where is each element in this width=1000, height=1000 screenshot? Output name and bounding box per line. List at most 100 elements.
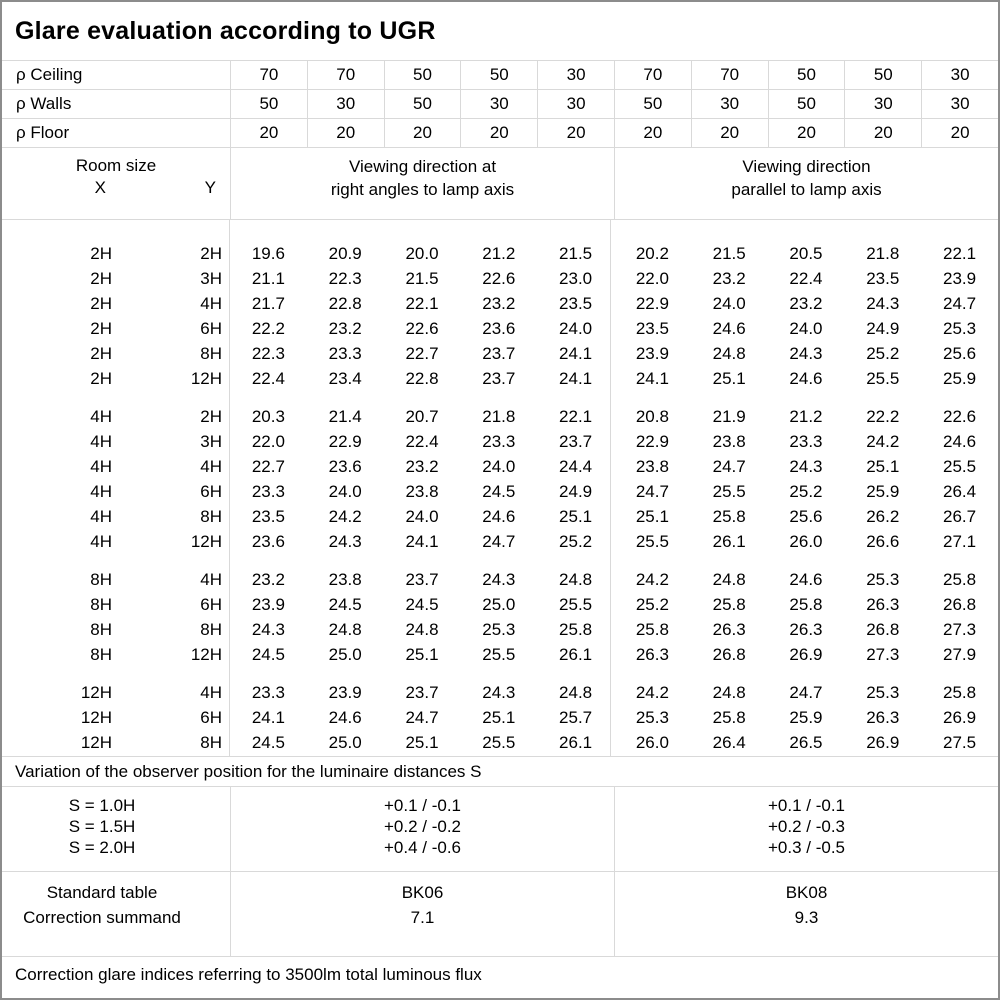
- room-x-value: 8H: [90, 620, 112, 639]
- ugr-value: 24.3: [789, 457, 823, 476]
- observer-variation-section: S = 1.0H S = 1.5H S = 2.0H +0.1 / -0.1 +0.2…: [2, 787, 998, 872]
- rho-floor-row: ρ Floor 20 20 20 20 20 20 20 20 20 20: [2, 119, 998, 148]
- standard-table-label: Standard table: [46, 883, 158, 902]
- ugr-value: 25.5: [635, 532, 669, 551]
- ugr-value: 24.1: [635, 369, 669, 388]
- ugr-value: 23.2: [712, 269, 746, 288]
- ugr-value: 23.5: [559, 294, 593, 313]
- ugr-row-4H-2H: 4H 2H 20.3 21.4 20.7 21.8 22.1 20.8 21.9 21.2 22.2…: [2, 404, 998, 429]
- room-y-value: 8H: [200, 620, 222, 639]
- ugr-value: 20.9: [328, 244, 362, 263]
- ugr-value: 25.8: [943, 683, 977, 702]
- ugr-value: 20.7: [405, 407, 439, 426]
- ugr-value: 22.3: [328, 269, 362, 288]
- s-distance-label: S = 1.5H: [68, 817, 136, 836]
- reflectance-value: 20: [613, 119, 691, 147]
- room-x-value: 12H: [80, 708, 112, 727]
- ugr-row-2H-3H: 2H 3H 21.1 22.3 21.5 22.6 23.0 22.0 23.2 22.4 23.5…: [2, 266, 998, 291]
- ugr-value: 24.3: [789, 344, 823, 363]
- ugr-value: 25.8: [559, 620, 593, 639]
- ugr-value: 25.7: [559, 708, 593, 727]
- ugr-value: 26.8: [712, 645, 746, 664]
- reflectance-value: 30: [537, 61, 614, 89]
- ugr-row-8H-12H: 8H 12H 24.5 25.0 25.1 25.5 26.1 26.3 26.8 26.9 27.…: [2, 642, 998, 667]
- ugr-value: 24.6: [943, 432, 977, 451]
- divider-labels-data: [229, 220, 230, 756]
- room-y-value: 2H: [200, 407, 222, 426]
- ugr-value: 22.1: [559, 407, 593, 426]
- ugr-row-4H-4H: 4H 4H 22.7 23.6 23.2 24.0 24.4 23.8 24.7 24.3 25.1…: [2, 454, 998, 479]
- ugr-value: 25.6: [943, 344, 977, 363]
- ugr-value: 25.6: [789, 507, 823, 526]
- ugr-value: 24.6: [482, 507, 516, 526]
- reflectance-value: 30: [921, 90, 998, 118]
- summary-right-angles: BK06 7.1: [230, 872, 614, 956]
- ugr-value: 25.2: [789, 482, 823, 501]
- ugr-value: 26.3: [866, 708, 900, 727]
- ugr-data-area: 2H 2H 19.6 20.9 20.0 21.2 21.5 20.2 21.5 20.5 21.8…: [2, 220, 998, 757]
- ugr-value: 25.8: [712, 507, 746, 526]
- ugr-value: 21.2: [482, 244, 516, 263]
- room-x-value: 4H: [90, 407, 112, 426]
- ugr-value: 22.4: [251, 369, 285, 388]
- ugr-value: 25.8: [712, 708, 746, 727]
- ugr-block-8H: 8H 4H 23.2 23.8 23.7 24.3 24.8 24.2 24.8 24.6 25.3…: [2, 567, 998, 667]
- room-y-value: 3H: [200, 269, 222, 288]
- room-x-value: 2H: [90, 319, 112, 338]
- ugr-value: 26.3: [866, 595, 900, 614]
- ugr-value: 25.3: [482, 620, 516, 639]
- right-angles-heading-line2: right angles to lamp axis: [330, 180, 515, 199]
- s-variation-value: +0.4 / -0.6: [383, 838, 462, 857]
- ugr-value: 24.3: [251, 620, 285, 639]
- s-variation-value: +0.3 / -0.5: [767, 838, 846, 857]
- room-size-header: Room size X Y: [2, 148, 230, 219]
- s-variation-value: +0.1 / -0.1: [767, 796, 846, 815]
- room-y-value: 6H: [200, 482, 222, 501]
- s-values-right-angles: +0.1 / -0.1 +0.2 / -0.2 +0.4 / -0.6: [230, 787, 614, 871]
- ugr-value: 25.1: [482, 708, 516, 727]
- ugr-value: 26.0: [789, 532, 823, 551]
- ugr-value: 24.2: [328, 507, 362, 526]
- room-y-value: 2H: [200, 244, 222, 263]
- ugr-row-8H-6H: 8H 6H 23.9 24.5 24.5 25.0 25.5 25.2 25.8 25.8 26.3…: [2, 592, 998, 617]
- s-variation-value: +0.2 / -0.3: [767, 817, 846, 836]
- ugr-value: 20.3: [251, 407, 285, 426]
- room-y-value: 8H: [200, 344, 222, 363]
- ugr-value: 26.4: [943, 482, 977, 501]
- ugr-value: 23.6: [482, 319, 516, 338]
- ugr-value: 22.6: [405, 319, 439, 338]
- reflectance-value: 50: [383, 90, 461, 118]
- footer-note-row: Correction glare indices referring to 35…: [2, 957, 998, 998]
- ugr-value: 25.3: [866, 570, 900, 589]
- ugr-value: 25.1: [405, 645, 439, 664]
- ugr-value: 23.3: [328, 344, 362, 363]
- ugr-value: 24.7: [789, 683, 823, 702]
- room-y-value: 12H: [190, 645, 222, 664]
- ugr-value: 23.6: [251, 532, 285, 551]
- ugr-value: 24.7: [712, 457, 746, 476]
- ugr-value: 27.3: [866, 645, 900, 664]
- ugr-row-12H-6H: 12H 6H 24.1 24.6 24.7 25.1 25.7 25.3 25.8 25.9 26.…: [2, 705, 998, 730]
- ugr-block-4H: 4H 2H 20.3 21.4 20.7 21.8 22.1 20.8 21.9 21.2 22.2…: [2, 404, 998, 554]
- ugr-value: 21.1: [251, 269, 285, 288]
- ugr-value: 24.1: [559, 369, 593, 388]
- ugr-row-2H-2H: 2H 2H 19.6 20.9 20.0 21.2 21.5 20.2 21.5 20.5 21.8…: [2, 241, 998, 266]
- ugr-value: 23.3: [482, 432, 516, 451]
- ugr-value: 23.9: [635, 344, 669, 363]
- s-values-parallel: +0.1 / -0.1 +0.2 / -0.3 +0.3 / -0.5: [614, 787, 998, 871]
- ugr-value: 22.0: [635, 269, 669, 288]
- ugr-value: 23.5: [635, 319, 669, 338]
- ugr-value: 23.2: [405, 457, 439, 476]
- room-x-value: 2H: [90, 269, 112, 288]
- reflectance-value: 20: [921, 119, 998, 147]
- ugr-value: 21.5: [712, 244, 746, 263]
- ugr-value: 24.5: [405, 595, 439, 614]
- ugr-value: 20.0: [405, 244, 439, 263]
- ugr-value: 24.3: [866, 294, 900, 313]
- ugr-value: 24.0: [405, 507, 439, 526]
- ugr-value: 23.7: [482, 369, 516, 388]
- ugr-value: 25.8: [712, 595, 746, 614]
- room-x-value: 8H: [90, 570, 112, 589]
- ugr-value: 23.5: [866, 269, 900, 288]
